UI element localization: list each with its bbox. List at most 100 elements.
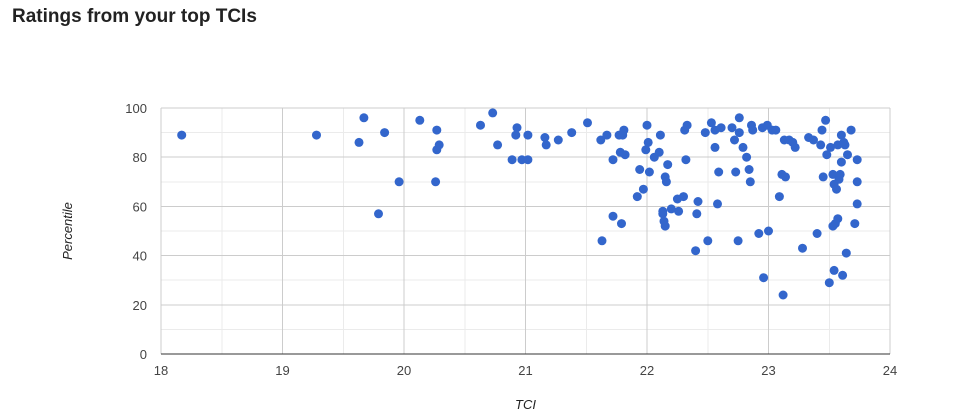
- data-point[interactable]: [742, 152, 752, 162]
- data-point[interactable]: [493, 140, 503, 150]
- data-point[interactable]: [432, 125, 442, 135]
- data-point[interactable]: [523, 155, 533, 165]
- data-point[interactable]: [852, 177, 862, 187]
- data-point[interactable]: [596, 135, 606, 145]
- data-point[interactable]: [658, 209, 668, 219]
- data-point[interactable]: [713, 199, 722, 209]
- data-point[interactable]: [567, 128, 577, 138]
- data-point[interactable]: [826, 142, 835, 152]
- data-point[interactable]: [846, 125, 856, 135]
- data-point[interactable]: [619, 125, 629, 135]
- data-point[interactable]: [394, 177, 404, 187]
- data-point[interactable]: [703, 236, 713, 246]
- data-point[interactable]: [733, 236, 743, 246]
- data-point[interactable]: [824, 278, 834, 288]
- data-point[interactable]: [692, 209, 702, 219]
- data-point[interactable]: [507, 155, 517, 165]
- data-point[interactable]: [764, 226, 773, 236]
- data-point[interactable]: [836, 130, 846, 140]
- data-point[interactable]: [635, 165, 645, 174]
- data-point[interactable]: [821, 115, 831, 125]
- data-point[interactable]: [836, 157, 846, 167]
- data-point[interactable]: [620, 150, 630, 160]
- data-point[interactable]: [608, 211, 618, 221]
- data-point[interactable]: [748, 125, 758, 135]
- data-point[interactable]: [642, 120, 652, 130]
- data-point[interactable]: [608, 155, 618, 165]
- data-point[interactable]: [374, 209, 383, 219]
- data-point[interactable]: [706, 118, 716, 128]
- data-point[interactable]: [700, 128, 710, 138]
- data-point[interactable]: [541, 140, 551, 150]
- data-point[interactable]: [833, 214, 843, 224]
- data-point[interactable]: [602, 130, 612, 140]
- data-point[interactable]: [714, 167, 724, 177]
- data-point[interactable]: [415, 115, 425, 125]
- data-point[interactable]: [553, 135, 563, 145]
- data-point[interactable]: [641, 145, 651, 155]
- data-point[interactable]: [727, 123, 737, 133]
- data-point[interactable]: [852, 199, 862, 209]
- data-point[interactable]: [512, 123, 522, 133]
- data-point[interactable]: [731, 167, 741, 177]
- data-point[interactable]: [380, 128, 390, 138]
- data-point[interactable]: [434, 140, 444, 150]
- data-point[interactable]: [843, 150, 852, 160]
- data-point[interactable]: [829, 265, 839, 275]
- data-point[interactable]: [774, 192, 784, 202]
- data-point[interactable]: [798, 243, 807, 253]
- data-point[interactable]: [716, 123, 726, 133]
- data-point[interactable]: [771, 125, 781, 135]
- data-point[interactable]: [663, 160, 673, 170]
- data-point[interactable]: [828, 169, 838, 179]
- data-point[interactable]: [822, 150, 832, 160]
- data-point[interactable]: [488, 108, 498, 118]
- data-point[interactable]: [745, 177, 755, 187]
- data-point[interactable]: [654, 147, 664, 157]
- data-point[interactable]: [666, 204, 676, 214]
- data-point[interactable]: [759, 273, 769, 283]
- data-point[interactable]: [812, 229, 822, 238]
- data-point[interactable]: [632, 192, 642, 202]
- data-point[interactable]: [617, 219, 626, 229]
- data-point[interactable]: [850, 219, 860, 229]
- data-point[interactable]: [674, 206, 684, 216]
- data-point[interactable]: [818, 172, 828, 182]
- data-point[interactable]: [816, 140, 826, 150]
- data-point[interactable]: [660, 221, 670, 231]
- data-point[interactable]: [710, 142, 720, 152]
- data-point[interactable]: [734, 128, 744, 138]
- data-point[interactable]: [312, 130, 321, 140]
- data-point[interactable]: [511, 130, 521, 140]
- data-point[interactable]: [781, 172, 790, 182]
- data-point[interactable]: [583, 118, 592, 128]
- data-point[interactable]: [177, 130, 187, 140]
- data-point[interactable]: [841, 248, 851, 258]
- data-point[interactable]: [431, 177, 441, 187]
- data-point[interactable]: [597, 236, 607, 246]
- data-point[interactable]: [835, 169, 845, 179]
- data-point[interactable]: [817, 125, 827, 135]
- data-point[interactable]: [359, 113, 369, 123]
- data-point[interactable]: [540, 133, 550, 142]
- data-point[interactable]: [754, 229, 764, 238]
- data-point[interactable]: [638, 184, 648, 194]
- data-point[interactable]: [730, 135, 739, 145]
- data-point[interactable]: [778, 290, 788, 300]
- data-point[interactable]: [744, 165, 754, 174]
- data-point[interactable]: [693, 197, 703, 206]
- data-point[interactable]: [838, 270, 848, 280]
- data-point[interactable]: [734, 113, 744, 123]
- data-point[interactable]: [354, 137, 364, 147]
- data-point[interactable]: [661, 177, 671, 187]
- data-point[interactable]: [852, 155, 862, 165]
- data-point[interactable]: [738, 142, 748, 152]
- data-point[interactable]: [644, 167, 654, 177]
- data-point[interactable]: [832, 184, 841, 194]
- data-point[interactable]: [655, 130, 665, 140]
- data-point[interactable]: [523, 130, 533, 140]
- data-point[interactable]: [476, 120, 485, 130]
- data-point[interactable]: [840, 140, 850, 150]
- data-point[interactable]: [682, 120, 692, 130]
- data-point[interactable]: [681, 155, 691, 165]
